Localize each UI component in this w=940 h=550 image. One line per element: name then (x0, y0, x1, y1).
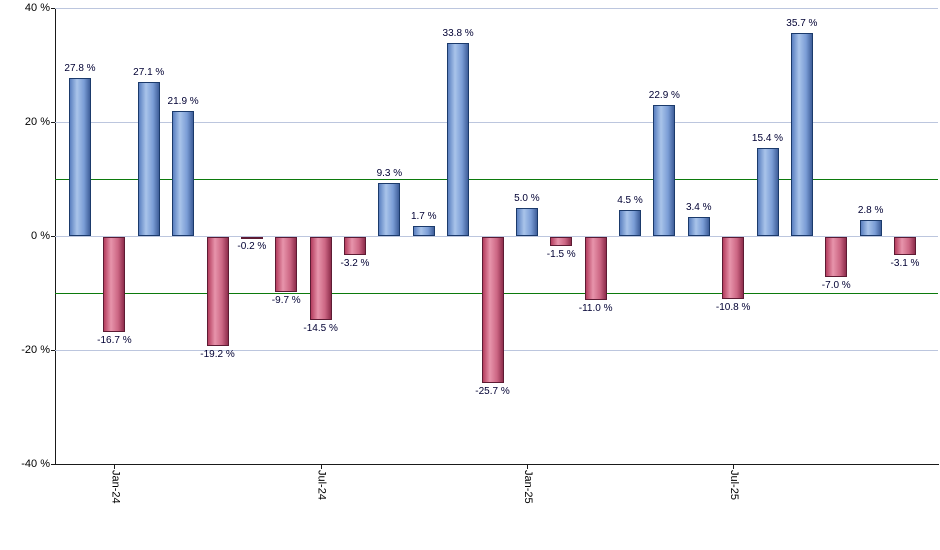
gridline (55, 122, 938, 123)
bar-value-label: -11.0 % (578, 302, 613, 314)
bar-value-label: -0.2 % (237, 241, 267, 253)
bar-value-label: 4.5 % (617, 195, 643, 207)
reference-line (55, 179, 938, 180)
bar (859, 220, 882, 236)
bar-value-label: 21.9 % (167, 96, 199, 108)
bar-value-label: 9.3 % (376, 167, 403, 179)
bar (378, 182, 401, 236)
x-axis-line (55, 464, 939, 465)
bar (137, 81, 160, 236)
bar (69, 77, 91, 236)
bar (344, 237, 366, 256)
bar (825, 237, 848, 277)
x-axis-tick (114, 465, 116, 469)
gridline (55, 236, 938, 237)
bar-value-label: -3.2 % (340, 258, 370, 270)
bar-value-label: 15.4 % (751, 133, 784, 145)
bar (722, 237, 745, 299)
y-axis-tick-label: 20 % (24, 116, 50, 128)
x-axis-tick-label: Jan-25 (521, 470, 534, 504)
y-axis-tick (51, 236, 55, 237)
x-axis-tick (526, 465, 528, 469)
bar-value-label: 1.7 % (410, 211, 437, 223)
bar-value-label: -25.7 % (475, 386, 510, 398)
bar-value-label: 2.8 % (857, 205, 884, 217)
bar (206, 237, 229, 347)
bar-value-label: 35.7 % (786, 17, 818, 29)
bar (687, 216, 710, 236)
gridline (55, 8, 938, 9)
y-axis-tick (51, 122, 55, 123)
bar (756, 148, 779, 236)
y-axis-tick-label: -40 % (21, 458, 50, 470)
bar-value-label: -1.5 % (546, 248, 576, 260)
bar (275, 237, 298, 293)
y-axis-tick-label: -20 % (21, 344, 50, 356)
bar (481, 237, 504, 384)
bar (515, 207, 538, 236)
bar-value-label: -10.8 % (715, 301, 751, 313)
bar-value-label: -9.7 % (271, 295, 301, 307)
y-axis-tick (51, 350, 55, 351)
x-axis-tick (733, 465, 735, 469)
bar-value-label: -7.0 % (821, 279, 851, 291)
bar (619, 210, 641, 236)
bar (584, 237, 607, 300)
x-axis-tick-label: Jan-24 (109, 470, 122, 504)
bar (309, 237, 332, 320)
bar-value-label: -19.2 % (200, 349, 235, 361)
plot-area: 27.8 % -16.7 % 27.1 % 21.9 % -19.2 % -0.2 % -9… (55, 8, 938, 464)
y-axis-tick (51, 464, 55, 465)
bar (894, 237, 916, 255)
bar-value-label: -3.1 % (890, 257, 920, 269)
bar (240, 237, 263, 239)
y-axis-tick (51, 8, 55, 9)
bar-value-label: 3.4 % (685, 201, 712, 213)
y-axis-tick-label: 40 % (24, 2, 50, 14)
x-axis-tick-label: Jul-24 (315, 470, 328, 500)
bar (103, 237, 126, 333)
bar (550, 237, 573, 246)
bar-value-label: 27.1 % (133, 66, 165, 78)
bar (172, 111, 195, 236)
bar-value-label: -16.7 % (97, 335, 132, 347)
bar-value-label: 22.9 % (648, 90, 680, 102)
bar (412, 226, 435, 236)
bar-value-label: -14.5 % (303, 322, 338, 334)
bar-value-label: 27.8 % (64, 62, 96, 74)
bar (790, 32, 813, 236)
x-axis-tick-label: Jul-25 (728, 470, 741, 500)
bar (447, 43, 470, 236)
bar-value-label: 5.0 % (514, 192, 540, 204)
y-axis-tick-label: 0 % (31, 230, 50, 242)
bar (653, 105, 676, 236)
x-axis-tick (320, 465, 322, 469)
bar-value-label: 33.8 % (442, 28, 474, 40)
